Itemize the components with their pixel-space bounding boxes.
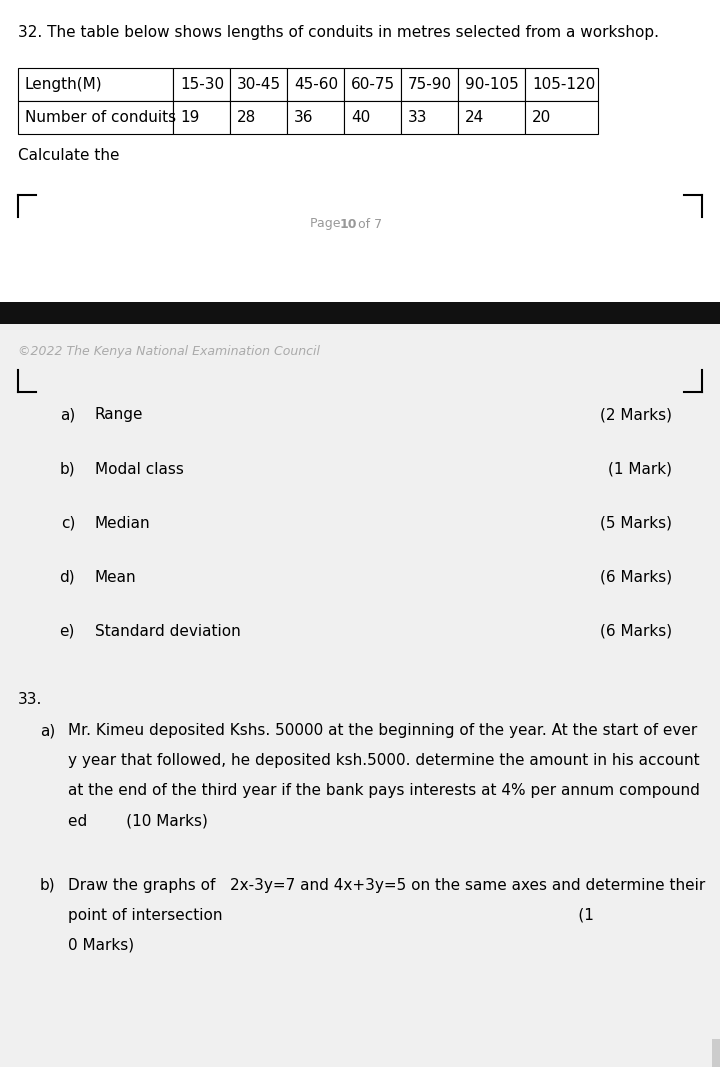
Text: Mean: Mean bbox=[95, 570, 137, 585]
Text: (6 Marks): (6 Marks) bbox=[600, 623, 672, 638]
Text: 10: 10 bbox=[340, 218, 358, 230]
Text: (6 Marks): (6 Marks) bbox=[600, 570, 672, 585]
Text: Modal class: Modal class bbox=[95, 462, 184, 477]
Bar bbox=[344, 68, 401, 101]
Bar bbox=[458, 101, 525, 134]
Text: 33.: 33. bbox=[18, 692, 42, 707]
Text: 28: 28 bbox=[237, 110, 256, 125]
Bar bbox=[287, 101, 344, 134]
Text: at the end of the third year if the bank pays interests at 4% per annum compound: at the end of the third year if the bank… bbox=[68, 783, 700, 798]
Bar bbox=[18, 68, 173, 101]
Text: (1 Mark): (1 Mark) bbox=[608, 462, 672, 477]
Bar bbox=[712, 1039, 720, 1067]
Bar bbox=[401, 101, 458, 134]
Text: 32. The table below shows lengths of conduits in metres selected from a workshop: 32. The table below shows lengths of con… bbox=[18, 25, 659, 39]
Text: Range: Range bbox=[95, 408, 143, 423]
Text: point of intersection                                                           : point of intersection bbox=[68, 908, 594, 923]
Text: 30-45: 30-45 bbox=[237, 77, 281, 92]
Text: Length(M): Length(M) bbox=[25, 77, 103, 92]
Text: Page: Page bbox=[310, 218, 344, 230]
Text: Draw the graphs of   2x-3y=7 and 4x+3y=5 on the same axes and determine their: Draw the graphs of 2x-3y=7 and 4x+3y=5 o… bbox=[68, 878, 706, 893]
Text: Number of conduits: Number of conduits bbox=[25, 110, 176, 125]
Bar bbox=[287, 68, 344, 101]
Bar bbox=[0, 0, 720, 302]
Text: ©2022 The Kenya National Examination Council: ©2022 The Kenya National Examination Cou… bbox=[18, 345, 320, 359]
Text: Mr. Kimeu deposited Kshs. 50000 at the beginning of the year. At the start of ev: Mr. Kimeu deposited Kshs. 50000 at the b… bbox=[68, 723, 697, 738]
Text: 33: 33 bbox=[408, 110, 428, 125]
Text: (5 Marks): (5 Marks) bbox=[600, 515, 672, 530]
Bar bbox=[525, 68, 598, 101]
Text: y year that followed, he deposited ksh.5000. determine the amount in his account: y year that followed, he deposited ksh.5… bbox=[68, 753, 700, 768]
Text: b): b) bbox=[40, 878, 55, 893]
Bar bbox=[230, 68, 287, 101]
Bar bbox=[18, 101, 173, 134]
Text: 24: 24 bbox=[465, 110, 485, 125]
Text: Median: Median bbox=[95, 515, 150, 530]
Text: a): a) bbox=[40, 723, 55, 738]
Text: 15-30: 15-30 bbox=[180, 77, 224, 92]
Bar bbox=[173, 68, 230, 101]
Bar bbox=[525, 101, 598, 134]
Text: ed        (10 Marks): ed (10 Marks) bbox=[68, 813, 208, 828]
Text: 45-60: 45-60 bbox=[294, 77, 338, 92]
Text: 90-105: 90-105 bbox=[465, 77, 518, 92]
Text: of 7: of 7 bbox=[354, 218, 382, 230]
Text: 19: 19 bbox=[180, 110, 199, 125]
Text: 75-90: 75-90 bbox=[408, 77, 452, 92]
Text: 20: 20 bbox=[532, 110, 552, 125]
Bar bbox=[401, 68, 458, 101]
Bar bbox=[458, 68, 525, 101]
Text: 0 Marks): 0 Marks) bbox=[68, 938, 134, 953]
Text: c): c) bbox=[60, 515, 75, 530]
Bar bbox=[0, 324, 720, 1067]
Text: b): b) bbox=[59, 462, 75, 477]
Bar bbox=[0, 302, 720, 324]
Bar bbox=[230, 101, 287, 134]
Text: 105-120: 105-120 bbox=[532, 77, 595, 92]
Text: (2 Marks): (2 Marks) bbox=[600, 408, 672, 423]
Text: 36: 36 bbox=[294, 110, 313, 125]
Text: 40: 40 bbox=[351, 110, 370, 125]
Text: Calculate the: Calculate the bbox=[18, 148, 120, 163]
Text: Standard deviation: Standard deviation bbox=[95, 623, 240, 638]
Text: 60-75: 60-75 bbox=[351, 77, 395, 92]
Bar bbox=[173, 101, 230, 134]
Bar bbox=[344, 101, 401, 134]
Text: a): a) bbox=[60, 408, 75, 423]
Text: e): e) bbox=[60, 623, 75, 638]
Text: d): d) bbox=[59, 570, 75, 585]
